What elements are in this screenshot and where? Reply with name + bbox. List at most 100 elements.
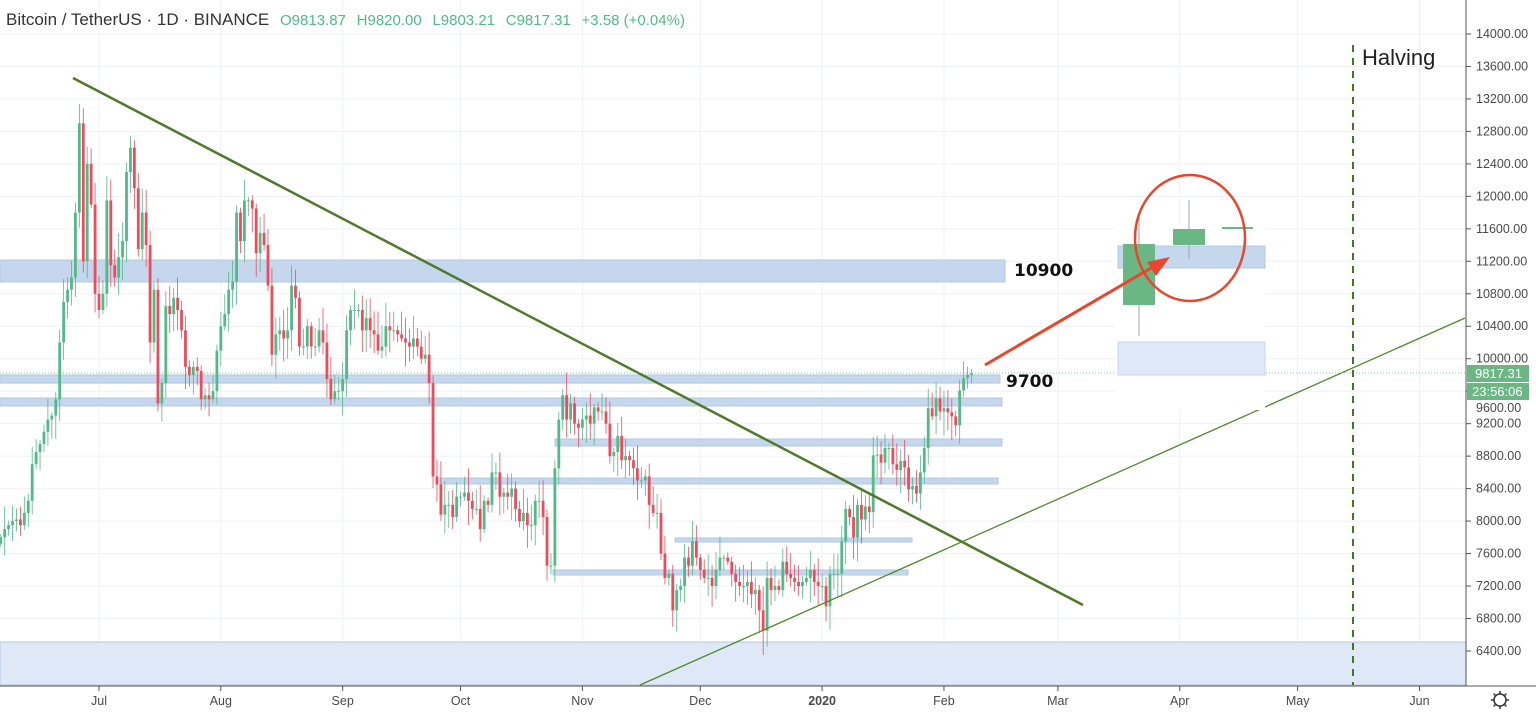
candle bbox=[305, 319, 309, 359]
candle-body bbox=[341, 379, 345, 392]
candle bbox=[875, 435, 879, 479]
candle-body bbox=[15, 519, 18, 522]
candle-body bbox=[569, 403, 572, 420]
candle bbox=[317, 317, 321, 353]
candle bbox=[298, 291, 301, 356]
price-zone[interactable] bbox=[0, 259, 1006, 283]
candle-body bbox=[628, 456, 631, 461]
candle-body bbox=[573, 403, 576, 424]
candle-body bbox=[738, 581, 741, 587]
price-zone[interactable] bbox=[0, 374, 1001, 384]
x-tick-label: Jul bbox=[91, 694, 107, 708]
candle-body bbox=[549, 565, 553, 567]
candle-body bbox=[895, 464, 899, 470]
candle-body bbox=[848, 508, 852, 518]
price-zone[interactable] bbox=[439, 477, 999, 485]
candle bbox=[922, 436, 926, 484]
candle bbox=[341, 362, 345, 416]
y-tick-label: 8000.00 bbox=[1476, 514, 1521, 528]
highlight-circle bbox=[1133, 173, 1247, 303]
ohlc-low: L9803.21 bbox=[432, 12, 496, 29]
candle-body bbox=[219, 326, 223, 351]
candle-body bbox=[887, 448, 891, 450]
candle-body bbox=[694, 541, 698, 558]
inset-illustration bbox=[1115, 173, 1266, 410]
candle-body bbox=[828, 573, 832, 607]
candle-body bbox=[785, 561, 789, 574]
candle bbox=[184, 316, 187, 390]
candle bbox=[698, 553, 702, 580]
candle bbox=[863, 495, 867, 531]
descending-trendline[interactable] bbox=[72, 76, 1084, 607]
candle-body bbox=[231, 281, 235, 290]
candle-body bbox=[50, 415, 54, 420]
candle-body bbox=[223, 314, 227, 327]
x-tick-label: Mar bbox=[1047, 694, 1069, 708]
gear-icon[interactable] bbox=[1491, 691, 1509, 709]
candle bbox=[333, 374, 337, 404]
candle bbox=[117, 233, 121, 295]
candle-body bbox=[93, 204, 97, 294]
time-axis[interactable]: Jul Aug Sep Oct Nov Dec 2020 Feb Mar Apr May Jun bbox=[91, 686, 1430, 708]
candle bbox=[749, 561, 753, 609]
candle bbox=[824, 577, 828, 622]
candle-body bbox=[278, 330, 282, 335]
candle bbox=[671, 564, 675, 627]
candle-body bbox=[203, 395, 207, 400]
candle-body bbox=[840, 541, 844, 574]
candle-body bbox=[392, 330, 396, 332]
candle bbox=[136, 172, 140, 257]
candle-body bbox=[529, 525, 533, 527]
candle bbox=[321, 307, 325, 355]
candle-body bbox=[160, 383, 164, 404]
candle bbox=[820, 573, 824, 602]
candle-body bbox=[298, 297, 301, 347]
candle bbox=[85, 146, 89, 279]
candle bbox=[400, 311, 404, 343]
price-zone[interactable] bbox=[0, 397, 1003, 407]
price-axis[interactable]: 14000.00 13600.00 13200.00 12800.00 12400.00… bbox=[1466, 27, 1528, 658]
candle-body bbox=[596, 407, 600, 412]
ascending-trendline[interactable] bbox=[639, 317, 1466, 686]
candle-body bbox=[54, 399, 58, 416]
candle bbox=[140, 188, 144, 261]
y-tick-label: 9600.00 bbox=[1476, 401, 1521, 415]
candle-body bbox=[243, 200, 246, 242]
candle-body bbox=[702, 569, 706, 578]
candle bbox=[856, 498, 859, 562]
candle bbox=[514, 481, 517, 522]
candle bbox=[62, 279, 66, 361]
candle-body bbox=[580, 419, 584, 428]
candle-body bbox=[349, 310, 352, 331]
candle-body bbox=[396, 330, 400, 335]
candle bbox=[938, 386, 942, 421]
candle-body bbox=[136, 188, 140, 250]
candle-body bbox=[926, 408, 930, 449]
candle-body bbox=[156, 289, 160, 404]
candle bbox=[3, 506, 7, 556]
candle bbox=[887, 443, 891, 470]
candle-body bbox=[761, 610, 765, 631]
candle-body bbox=[659, 512, 663, 554]
candle bbox=[848, 505, 852, 526]
candle bbox=[773, 566, 777, 602]
candle-body bbox=[180, 310, 183, 331]
price-zone[interactable] bbox=[674, 537, 913, 543]
candle bbox=[565, 372, 569, 438]
candle-body bbox=[557, 419, 561, 469]
candle bbox=[777, 579, 781, 595]
ohlc-high: H9820.00 bbox=[356, 12, 422, 29]
candle-body bbox=[683, 557, 686, 587]
candle-body bbox=[918, 472, 922, 494]
y-tick-label: 12800.00 bbox=[1476, 124, 1528, 138]
symbol-legend[interactable]: Bitcoin / TetherUS · 1D · BINANCE O9813.… bbox=[6, 10, 685, 30]
candle-body bbox=[577, 423, 580, 428]
candle-body bbox=[510, 488, 514, 497]
candle bbox=[836, 553, 840, 599]
candle-body bbox=[482, 500, 486, 530]
candle bbox=[667, 570, 671, 586]
candle bbox=[459, 491, 462, 507]
candle-body bbox=[930, 408, 934, 417]
price-zone[interactable] bbox=[0, 641, 1467, 686]
